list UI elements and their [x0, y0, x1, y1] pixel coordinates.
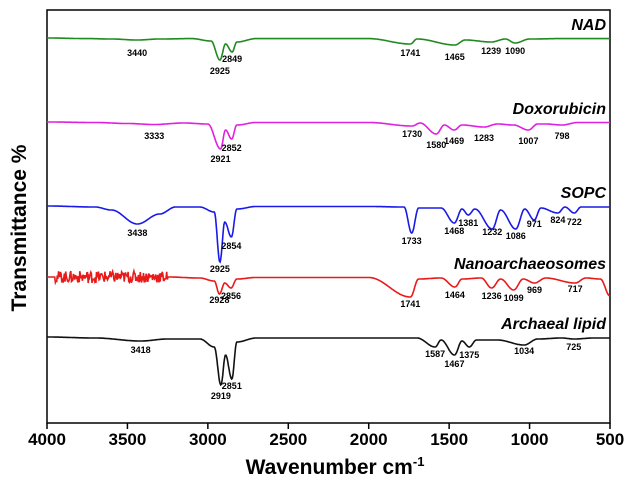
- series-nad: NAD 3440 2925 2849 1741 1465 1239 1090: [47, 17, 610, 76]
- peak-label: 722: [567, 217, 582, 227]
- x-tick-label: 4000: [28, 430, 66, 449]
- x-tick-label: 3500: [109, 430, 147, 449]
- peak-label: 3440: [127, 48, 147, 58]
- series-label: Archaeal lipid: [500, 316, 607, 333]
- series-label: Doxorubicin: [513, 101, 607, 118]
- peak-label: 2925: [210, 264, 230, 274]
- peak-label: 969: [527, 285, 542, 295]
- peak-label: 1741: [400, 48, 420, 58]
- peak-label: 1375: [459, 350, 479, 360]
- x-axis-title-text: Wavenumber cm: [246, 456, 413, 479]
- series-label: NAD: [571, 17, 606, 34]
- peak-label: 2928: [209, 295, 229, 305]
- x-tick-label: 2000: [350, 430, 388, 449]
- peak-label: 2851: [222, 381, 242, 391]
- peak-label: 1232: [482, 227, 502, 237]
- spectrum-line: [47, 205, 610, 264]
- spectrum-line: [47, 267, 611, 298]
- peak-label: 2849: [222, 54, 242, 64]
- peak-label: 1090: [505, 46, 525, 56]
- peak-label: 798: [555, 131, 570, 141]
- peak-label: 1283: [474, 133, 494, 143]
- peak-label: 1469: [444, 136, 464, 146]
- x-tick-label: 1000: [511, 430, 549, 449]
- peak-label: 2919: [211, 391, 231, 401]
- x-axis-title-superscript: -1: [413, 454, 425, 469]
- peak-label: 1086: [506, 231, 526, 241]
- spectrum-line: [47, 121, 610, 150]
- peak-label: 1733: [402, 236, 422, 246]
- peak-label: 2856: [221, 291, 241, 301]
- peak-label: 824: [550, 215, 565, 225]
- spectra-series: NAD 3440 2925 2849 1741 1465 1239 1090 Doxorubic…: [47, 17, 611, 401]
- peak-label: 717: [568, 284, 583, 294]
- peak-label: 1580: [426, 140, 446, 150]
- peak-label: 2921: [211, 154, 231, 164]
- peak-label: 971: [527, 219, 542, 229]
- series-label: Nanoarchaeosomes: [454, 256, 606, 273]
- peak-label: 1730: [402, 129, 422, 139]
- peak-label: 725: [566, 342, 581, 352]
- peak-label: 1007: [518, 136, 538, 146]
- y-axis-title: Transmittance %: [8, 144, 31, 311]
- x-tick-label: 2500: [269, 430, 307, 449]
- peak-label: 1099: [504, 293, 524, 303]
- x-tick-label: 500: [596, 430, 624, 449]
- peak-label: 1034: [514, 346, 534, 356]
- spectrum-line: [47, 37, 610, 61]
- x-tick-label: 3000: [189, 430, 227, 449]
- peak-label: 1741: [400, 299, 420, 309]
- x-axis-title: Wavenumber cm-1: [246, 454, 425, 479]
- series-label: SOPC: [561, 185, 607, 202]
- peak-label: 3438: [127, 228, 147, 238]
- x-tick-label: 1500: [430, 430, 468, 449]
- peak-label: 1467: [444, 359, 464, 369]
- peak-label: 3333: [144, 131, 164, 141]
- peak-label: 2925: [210, 66, 230, 76]
- peak-label: 1381: [458, 218, 478, 228]
- x-axis-ticks: 4000 3500 3000 2500 2000 1500 1000 500: [28, 423, 624, 449]
- spectrum-line: [47, 336, 610, 387]
- peak-label: 1239: [481, 46, 501, 56]
- plot-frame: [46, 9, 611, 424]
- peak-label: 2852: [222, 143, 242, 153]
- peak-label: 1464: [445, 290, 465, 300]
- peak-label: 1468: [444, 226, 464, 236]
- peak-label: 3418: [131, 345, 151, 355]
- peak-label: 1587: [425, 349, 445, 359]
- peak-label: 1236: [482, 291, 502, 301]
- peak-label: 2854: [221, 241, 241, 251]
- peak-label: 1465: [445, 52, 465, 62]
